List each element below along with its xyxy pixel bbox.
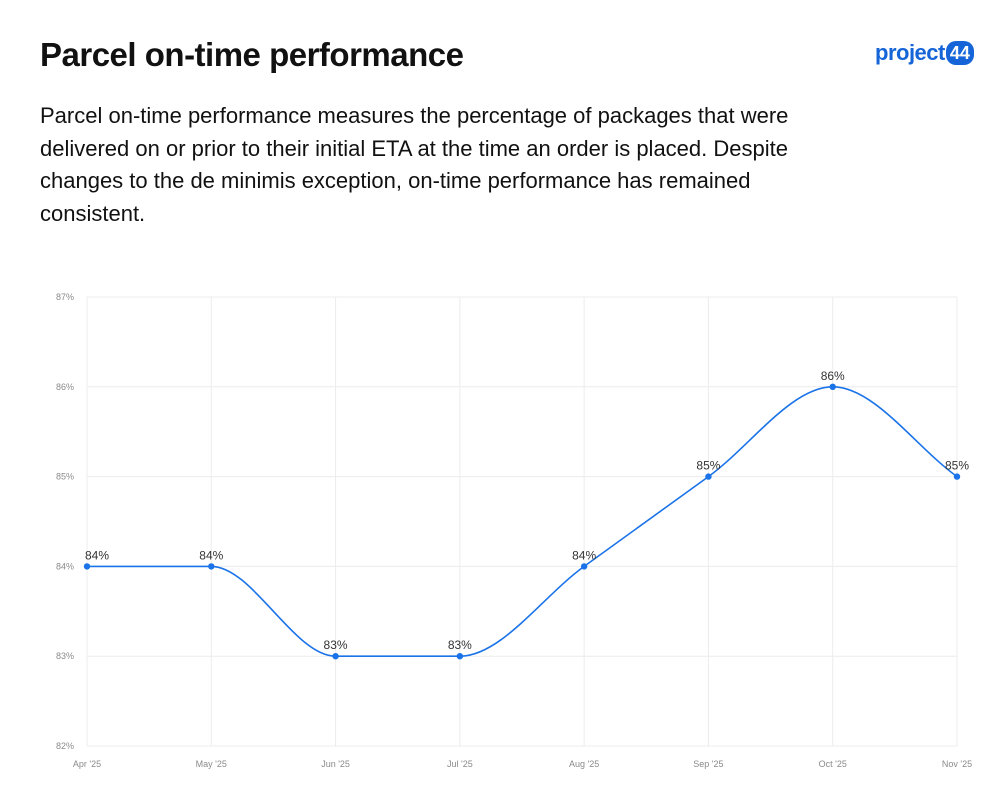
data-label: 83% xyxy=(324,638,348,652)
x-tick-label: Sep '25 xyxy=(693,759,723,769)
y-tick-label: 84% xyxy=(56,561,74,571)
x-tick-label: Nov '25 xyxy=(942,759,972,769)
data-point xyxy=(829,383,836,390)
data-label: 84% xyxy=(199,548,223,562)
label-layer: 84% 84% 83% 83% 84% 85% 86% 85% xyxy=(85,369,969,652)
x-tick-label: May '25 xyxy=(196,759,227,769)
x-tick-label: Apr '25 xyxy=(73,759,101,769)
page-title: Parcel on-time performance xyxy=(40,36,464,73)
data-point xyxy=(208,563,215,570)
data-label: 84% xyxy=(572,548,596,562)
y-tick-label: 83% xyxy=(56,651,74,661)
series-layer xyxy=(83,383,961,660)
x-tick-label: Jul '25 xyxy=(447,759,473,769)
data-point xyxy=(332,653,339,660)
data-label: 85% xyxy=(696,459,720,473)
page-description: Parcel on-time performance measures the … xyxy=(40,103,789,226)
data-label: 86% xyxy=(821,369,845,383)
brand-logo: project 44 xyxy=(875,40,974,66)
y-tick-label: 82% xyxy=(56,741,74,751)
y-tick-label: 85% xyxy=(56,472,74,482)
x-tick-label: Oct '25 xyxy=(819,759,847,769)
x-tick-label: Aug '25 xyxy=(569,759,599,769)
y-tick-label: 86% xyxy=(56,382,74,392)
data-point xyxy=(83,563,91,570)
logo-text: project xyxy=(875,40,945,65)
logo-badge: 44 xyxy=(945,41,974,65)
data-point xyxy=(580,563,588,570)
grid-layer xyxy=(86,296,958,747)
series-line xyxy=(86,385,958,658)
data-label: 83% xyxy=(448,638,472,652)
data-point xyxy=(456,653,464,660)
data-point xyxy=(953,473,961,480)
data-label: 84% xyxy=(85,548,109,562)
data-label: 85% xyxy=(945,459,969,473)
y-tick-label: 87% xyxy=(56,292,74,302)
data-point xyxy=(705,473,712,480)
x-tick-label: Jun '25 xyxy=(321,759,350,769)
axis-layer: 82% 83% 84% 85% 86% 87% Apr '25 May '25 Jun '25 J… xyxy=(56,292,972,769)
